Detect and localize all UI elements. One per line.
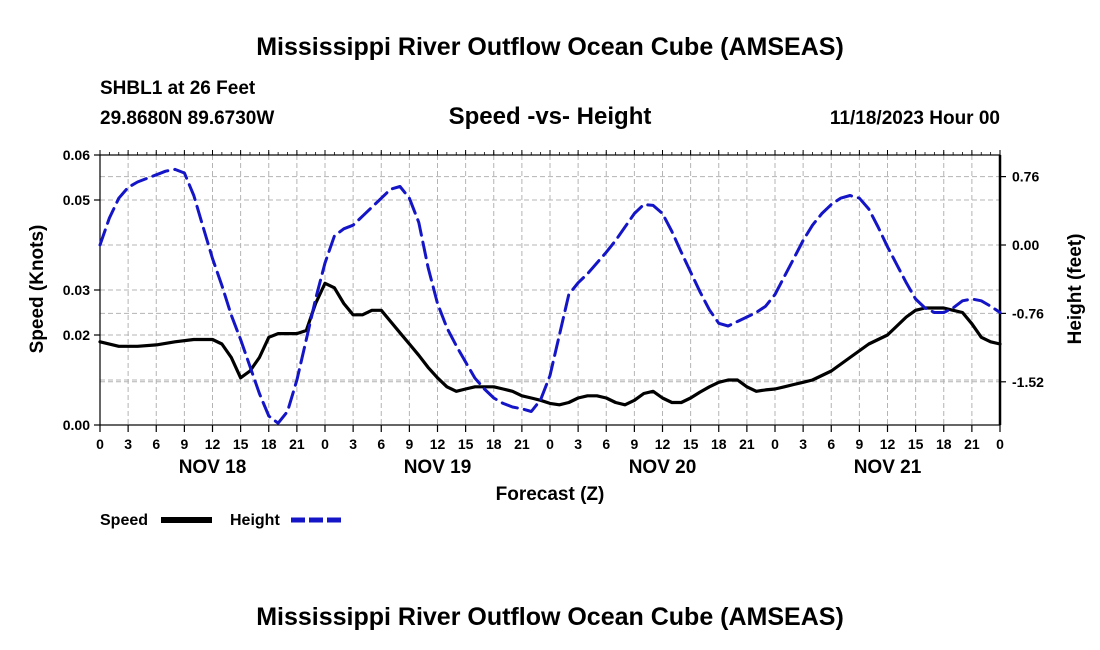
- station-name: SHBL1 at 26 Feet: [100, 78, 256, 99]
- x-tick-label: 18: [261, 436, 277, 452]
- x-day-label: NOV 18: [179, 457, 247, 478]
- x-tick-label: 12: [880, 436, 896, 452]
- x-tick-label: 3: [124, 436, 132, 452]
- bottom-title: Mississippi River Outflow Ocean Cube (AM…: [256, 603, 844, 631]
- y-tick-label: 0.03: [63, 282, 90, 298]
- x-tick-label: 9: [405, 436, 413, 452]
- x-tick-label: 12: [205, 436, 221, 452]
- x-tick-label: 0: [546, 436, 554, 452]
- legend-speed-label: Speed: [100, 512, 148, 529]
- grid-lines: [100, 155, 1000, 425]
- x-tick-label: 21: [964, 436, 980, 452]
- x-tick-label: 9: [855, 436, 863, 452]
- y-tick-label: 0.00: [63, 417, 90, 433]
- x-tick-label: 3: [349, 436, 357, 452]
- y-tick-label: 0.02: [63, 327, 90, 343]
- series-line-speed: [98, 281, 1002, 407]
- y-tick-label: 0.06: [63, 147, 90, 163]
- x-tick-label: 21: [289, 436, 305, 452]
- x-tick-label: 15: [908, 436, 924, 452]
- x-tick-label: 0: [321, 436, 329, 452]
- x-axis-label: Forecast (Z): [496, 484, 605, 505]
- x-tick-label: 12: [430, 436, 446, 452]
- x-tick-label: 12: [655, 436, 671, 452]
- chart-title: Speed -vs- Height: [449, 103, 652, 130]
- x-tick-label: 18: [936, 436, 952, 452]
- main-title: Mississippi River Outflow Ocean Cube (AM…: [256, 33, 844, 61]
- x-day-label: NOV 19: [404, 457, 472, 478]
- series-line-height: [98, 167, 1002, 425]
- x-tick-label: 3: [574, 436, 582, 452]
- legend-height-label: Height: [230, 512, 280, 529]
- x-tick-label: 9: [180, 436, 188, 452]
- x-tick-label: 21: [739, 436, 755, 452]
- x-tick-label: 15: [683, 436, 699, 452]
- x-day-label: NOV 20: [629, 457, 697, 478]
- x-tick-label: 6: [827, 436, 835, 452]
- x-tick-label: 6: [377, 436, 385, 452]
- y2-axis-label: Height (feet): [1065, 234, 1086, 345]
- y2-tick-label: 0.76: [1012, 169, 1039, 185]
- x-tick-label: 0: [996, 436, 1004, 452]
- axis-ticks: 0 3 6 9 12 15 18 21 0 3 6 9 12 15 18 21 0 3 6 9 12 15 18 21 0 3 6 9…: [63, 147, 1044, 478]
- x-tick-label: 6: [152, 436, 160, 452]
- x-tick-label: 6: [602, 436, 610, 452]
- x-tick-label: 0: [96, 436, 104, 452]
- forecast-date: 11/18/2023 Hour 00: [830, 108, 1000, 129]
- y-tick-label: 0.05: [63, 192, 90, 208]
- x-tick-label: 21: [514, 436, 530, 452]
- station-coords: 29.8680N 89.6730W: [100, 108, 274, 129]
- x-tick-label: 15: [233, 436, 249, 452]
- x-tick-label: 18: [711, 436, 727, 452]
- legend: Speed Height: [100, 512, 342, 529]
- x-tick-label: 3: [799, 436, 807, 452]
- y2-tick-label: -0.76: [1012, 305, 1044, 321]
- x-day-label: NOV 21: [854, 457, 922, 478]
- x-tick-label: 15: [458, 436, 474, 452]
- y2-tick-label: -1.52: [1012, 374, 1044, 390]
- x-tick-label: 0: [771, 436, 779, 452]
- y-axis-label: Speed (Knots): [27, 225, 48, 354]
- y2-tick-label: 0.00: [1012, 237, 1039, 253]
- x-tick-label: 18: [486, 436, 502, 452]
- x-tick-label: 9: [630, 436, 638, 452]
- series-group: [98, 167, 1002, 425]
